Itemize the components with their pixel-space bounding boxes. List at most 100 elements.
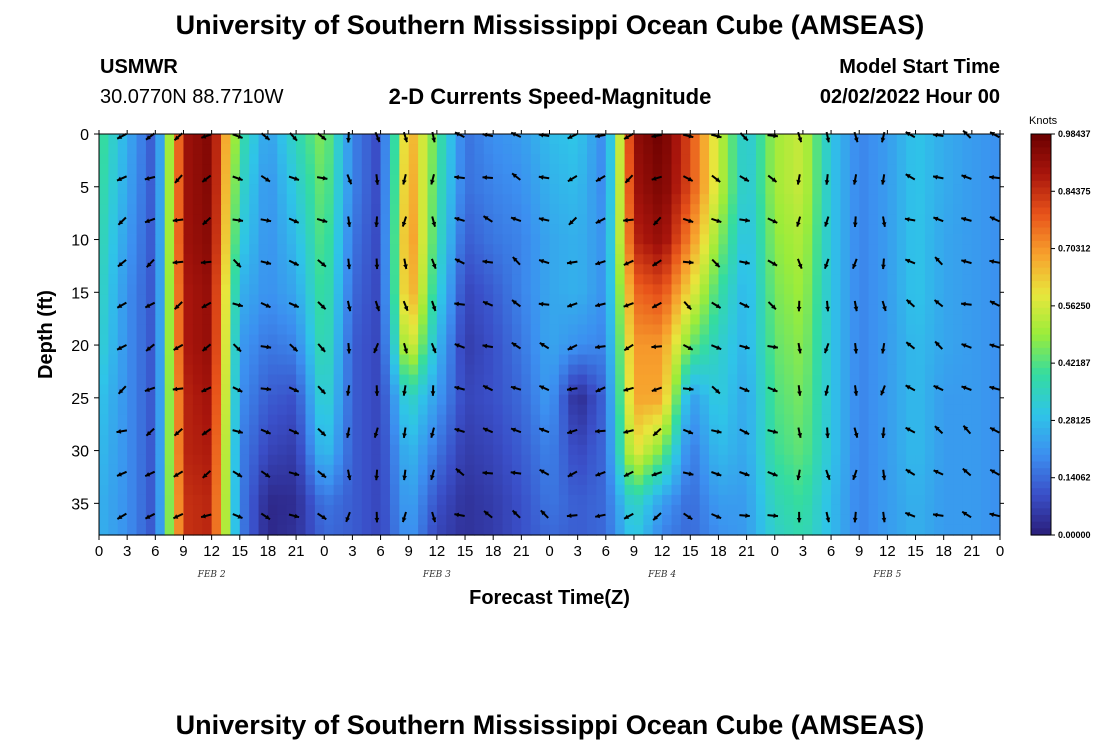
heatmap-cell [784, 294, 795, 306]
heatmap-cell [793, 234, 804, 245]
date-label: FEB 5 [872, 570, 901, 580]
heatmap-cell [755, 434, 766, 446]
heatmap-cell [530, 204, 541, 215]
heatmap-cell [765, 204, 776, 215]
colorbar-swatch [1031, 140, 1051, 148]
heatmap-cell [906, 524, 917, 536]
heatmap-cell [371, 454, 382, 466]
heatmap-cell [455, 434, 466, 446]
heatmap-cell [502, 524, 513, 536]
colorbar-tick-label: 0.42187 [1058, 358, 1091, 368]
heatmap-cell [296, 294, 307, 306]
heatmap-cell [596, 314, 607, 326]
heatmap-cell [239, 254, 250, 265]
heatmap-cell [174, 324, 185, 336]
heatmap-cell [915, 354, 926, 366]
heatmap-cell [587, 144, 598, 155]
heatmap-cell [343, 494, 354, 506]
current-arrow [767, 133, 779, 139]
heatmap-cell [643, 494, 654, 506]
heatmap-cell [887, 494, 898, 506]
heatmap-cell [727, 234, 738, 245]
heatmap-cell [183, 384, 194, 396]
heatmap-cell [389, 314, 400, 326]
heatmap-cell [324, 434, 335, 446]
heatmap-cell [971, 134, 982, 145]
heatmap-cell [511, 264, 522, 275]
heatmap-cell [230, 374, 241, 386]
heatmap-cell [296, 474, 307, 486]
heatmap-cell [821, 524, 832, 536]
heatmap-cell [183, 514, 194, 526]
heatmap-cell [399, 164, 410, 175]
heatmap-cell [127, 234, 138, 245]
heatmap-cell [314, 524, 325, 536]
heatmap-cell [568, 314, 579, 326]
heatmap-cell [155, 314, 166, 326]
current-arrow [881, 469, 887, 481]
heatmap-cell [511, 224, 522, 235]
heatmap-cell [258, 234, 269, 245]
heatmap-cell [737, 234, 748, 245]
heatmap-cell [755, 314, 766, 326]
heatmap-cell [117, 244, 128, 255]
heatmap-cell [145, 404, 156, 416]
heatmap-cell [343, 184, 354, 195]
heatmap-cell [943, 494, 954, 506]
heatmap-cell [990, 474, 1001, 486]
heatmap-cell [361, 224, 372, 235]
heatmap-cell [605, 384, 616, 396]
heatmap-cell [896, 244, 907, 255]
heatmap-cell [324, 484, 335, 496]
heatmap-cell [605, 164, 616, 175]
heatmap-cell [755, 224, 766, 235]
heatmap-cell [568, 504, 579, 516]
heatmap-cell [277, 364, 288, 376]
heatmap-cell [108, 374, 119, 386]
heatmap-cell [446, 354, 457, 366]
heatmap-cell [305, 314, 316, 326]
current-arrow [117, 385, 127, 395]
heatmap-cell [971, 374, 982, 386]
heatmap-cell [136, 384, 147, 396]
heatmap-cell [699, 514, 710, 526]
heatmap-cell [859, 394, 870, 406]
heatmap-cell [849, 284, 860, 296]
heatmap-cell [117, 394, 128, 406]
colorbar-swatch [1031, 287, 1051, 295]
colorbar-swatch [1031, 514, 1051, 523]
heatmap-cell [953, 524, 964, 536]
heatmap-cell [558, 374, 569, 386]
heatmap-cell [286, 184, 297, 195]
current-arrow [651, 344, 662, 350]
heatmap-cell [793, 374, 804, 386]
heatmap-cell [887, 354, 898, 366]
heatmap-cell [155, 464, 166, 476]
heatmap-cell [558, 454, 569, 466]
heatmap-cell [943, 204, 954, 215]
heatmap-cell [962, 474, 973, 486]
heatmap-cell [108, 344, 119, 356]
heatmap-cell [361, 334, 372, 346]
heatmap-cell [793, 394, 804, 406]
heatmap-cell [286, 364, 297, 376]
heatmap-cell [418, 434, 429, 446]
heatmap-cell [765, 344, 776, 356]
current-arrow [961, 174, 972, 180]
heatmap-cell [765, 474, 776, 486]
heatmap-cell [709, 204, 720, 215]
heatmap-cell [530, 524, 541, 536]
heatmap-cell [427, 334, 438, 346]
heatmap-cell [136, 344, 147, 356]
heatmap-cell [230, 414, 241, 426]
heatmap-cell [136, 314, 147, 326]
heatmap-cell [221, 324, 231, 336]
heatmap-cell [258, 444, 269, 456]
heatmap-cell [962, 404, 973, 416]
heatmap-cell [662, 334, 673, 346]
colorbar-swatch [1031, 160, 1051, 169]
heatmap-cell [643, 294, 654, 306]
heatmap-cell [183, 404, 194, 416]
heatmap-cell [277, 334, 288, 346]
heatmap-cell [774, 294, 785, 306]
